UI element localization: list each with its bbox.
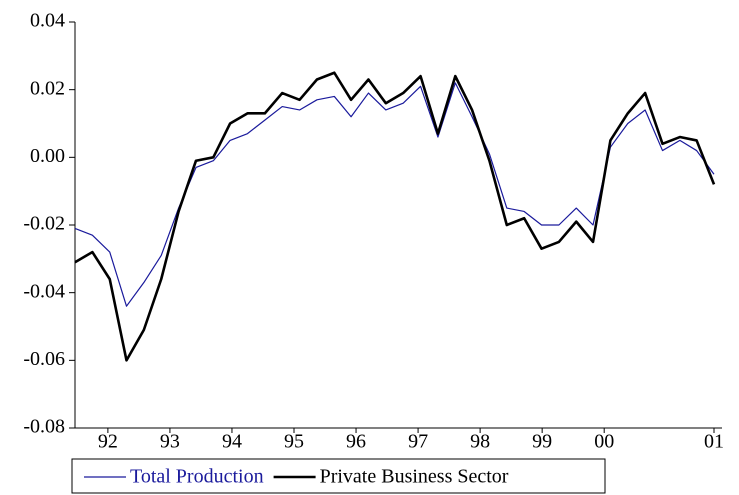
x-tick-label: 01 [704,431,724,453]
series-line [74,82,715,307]
series-line [74,71,716,362]
x-tick-label: 00 [594,431,614,453]
y-tick-label: -0.06 [23,348,65,370]
legend-label: Private Business Sector [320,466,509,488]
x-tick-label: 96 [346,431,366,453]
x-tick-label: 98 [470,431,490,453]
y-tick-label: 0.02 [30,77,65,99]
y-tick-label: 0.00 [30,145,65,167]
x-tick-label: 92 [98,431,118,453]
y-tick-label: -0.04 [23,280,65,302]
legend-label: Total Production [130,466,264,488]
legend-box [71,458,606,494]
x-tick-label: 93 [160,431,180,453]
y-tick-label: -0.02 [23,213,65,235]
x-tick-label: 95 [284,431,304,453]
y-tick-label: -0.08 [23,416,65,438]
x-tick-label: 97 [408,431,428,453]
y-tick-label: 0.04 [30,10,65,32]
x-tick-label: 99 [532,431,552,453]
x-tick-label: 94 [222,431,242,453]
